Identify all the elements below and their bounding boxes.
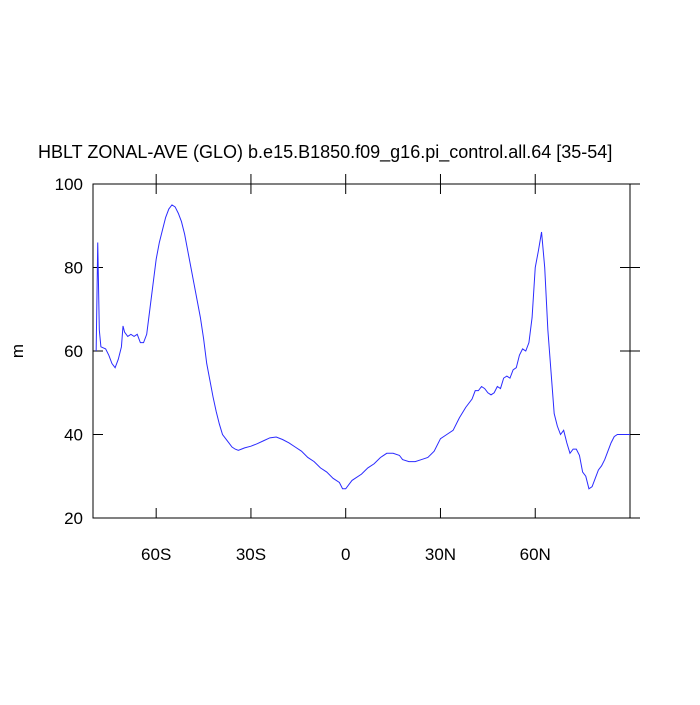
chart-title: HBLT ZONAL-AVE (GLO) b.e15.B1850.f09_g16… xyxy=(38,142,612,163)
x-tick-label: 30N xyxy=(425,545,456,564)
x-tick-label: 0 xyxy=(341,545,350,564)
x-tick-label: 60S xyxy=(141,545,171,564)
data-line xyxy=(95,204,630,490)
y-tick-label: 20 xyxy=(64,509,83,528)
y-tick-label: 40 xyxy=(64,426,83,445)
y-tick-label: 100 xyxy=(55,175,83,194)
y-axis-label: m xyxy=(8,344,27,358)
y-tick-label: 60 xyxy=(64,342,83,361)
x-tick-label: 30S xyxy=(236,545,266,564)
x-tick-label: 60N xyxy=(520,545,551,564)
y-tick-label: 80 xyxy=(64,259,83,278)
